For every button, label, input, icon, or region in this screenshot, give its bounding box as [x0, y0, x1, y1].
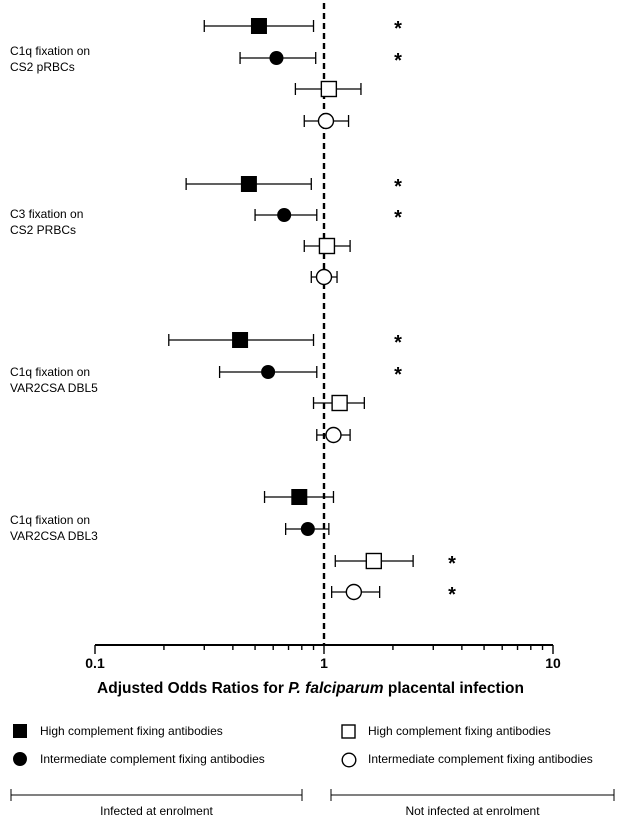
- x-axis-label: Adjusted Odds Ratios for P. falciparum p…: [0, 680, 621, 698]
- bracket-label-not-infected: Not infected at enrolment: [405, 804, 540, 818]
- g4-high_open-point: [365, 552, 383, 570]
- bracket-not-infected: [330, 789, 615, 801]
- x-tick-label-2: 1: [320, 655, 328, 671]
- g3-high-significance-star: *: [394, 332, 402, 354]
- x-axis-label-suffix: placental infection: [383, 680, 524, 697]
- g3-high-point: [232, 332, 249, 348]
- g2-high_open-point: [318, 237, 336, 255]
- g3-intermediate-point: [261, 365, 276, 379]
- x-tick-label-1: 0.1: [85, 655, 105, 671]
- legend-label-intermediate-open: Intermediate complement fixing antibodie…: [368, 752, 593, 766]
- g1-high-significance-star: *: [394, 18, 402, 40]
- g2-high-point: [240, 176, 257, 192]
- enrolment-brackets: [10, 789, 615, 801]
- legend-label-high: High complement fixing antibodies: [40, 724, 223, 738]
- g1-high-point: [250, 18, 267, 34]
- x-tick-label-3: 10: [545, 655, 561, 671]
- group-label-2-line2: CS2 PRBCs: [10, 223, 77, 237]
- group-label-2: C3 fixation on CS2 PRBCs: [10, 206, 83, 238]
- legend-label-high-open: High complement fixing antibodies: [368, 724, 551, 738]
- group-label-3-line2: VAR2CSA DBL5: [10, 381, 98, 395]
- legend-marker-high-open: [341, 724, 356, 739]
- g1-intermediate-point: [269, 51, 284, 65]
- group-label-4: C1q fixation on VAR2CSA DBL3: [10, 512, 98, 544]
- group-label-1: C1q fixation on CS2 pRBCs: [10, 43, 90, 75]
- x-axis-label-species: P. falciparum: [288, 680, 384, 697]
- g4-high_open-significance-star: *: [448, 553, 456, 575]
- g2-intermediate_open-point: [315, 268, 333, 286]
- group-label-3: C1q fixation on VAR2CSA DBL5: [10, 364, 98, 396]
- g4-high-point: [291, 489, 308, 505]
- legend-marker-high: [13, 724, 27, 738]
- legend-marker-intermediate: [13, 752, 27, 766]
- g3-intermediate-significance-star: *: [394, 364, 402, 386]
- g2-intermediate-significance-star: *: [394, 207, 402, 229]
- g4-intermediate_open-point: [345, 583, 363, 601]
- bracket-infected: [10, 789, 303, 801]
- group-label-1-line1: C1q fixation on: [10, 44, 91, 58]
- group-label-4-line1: C1q fixation on: [10, 513, 91, 527]
- g2-high-significance-star: *: [394, 176, 402, 198]
- g2-intermediate-point: [277, 208, 292, 222]
- legend-label-intermediate: Intermediate complement fixing antibodie…: [40, 752, 265, 766]
- group-label-4-line2: VAR2CSA DBL3: [10, 529, 98, 543]
- group-label-2-line1: C3 fixation on: [10, 207, 84, 221]
- group-label-1-line2: CS2 pRBCs: [10, 60, 75, 74]
- group-label-3-line1: C1q fixation on: [10, 365, 91, 379]
- g4-intermediate_open-significance-star: *: [448, 584, 456, 606]
- x-axis-label-prefix: Adjusted Odds Ratios for: [97, 680, 289, 697]
- bracket-label-infected: Infected at enrolment: [100, 804, 213, 818]
- g3-high_open-point: [331, 394, 348, 412]
- g1-high_open-point: [320, 80, 338, 98]
- g1-intermediate-significance-star: *: [394, 50, 402, 72]
- g4-intermediate-point: [300, 522, 315, 536]
- g3-intermediate_open-point: [325, 426, 342, 444]
- g1-intermediate_open-point: [317, 112, 335, 130]
- legend-marker-intermediate-open: [341, 752, 357, 768]
